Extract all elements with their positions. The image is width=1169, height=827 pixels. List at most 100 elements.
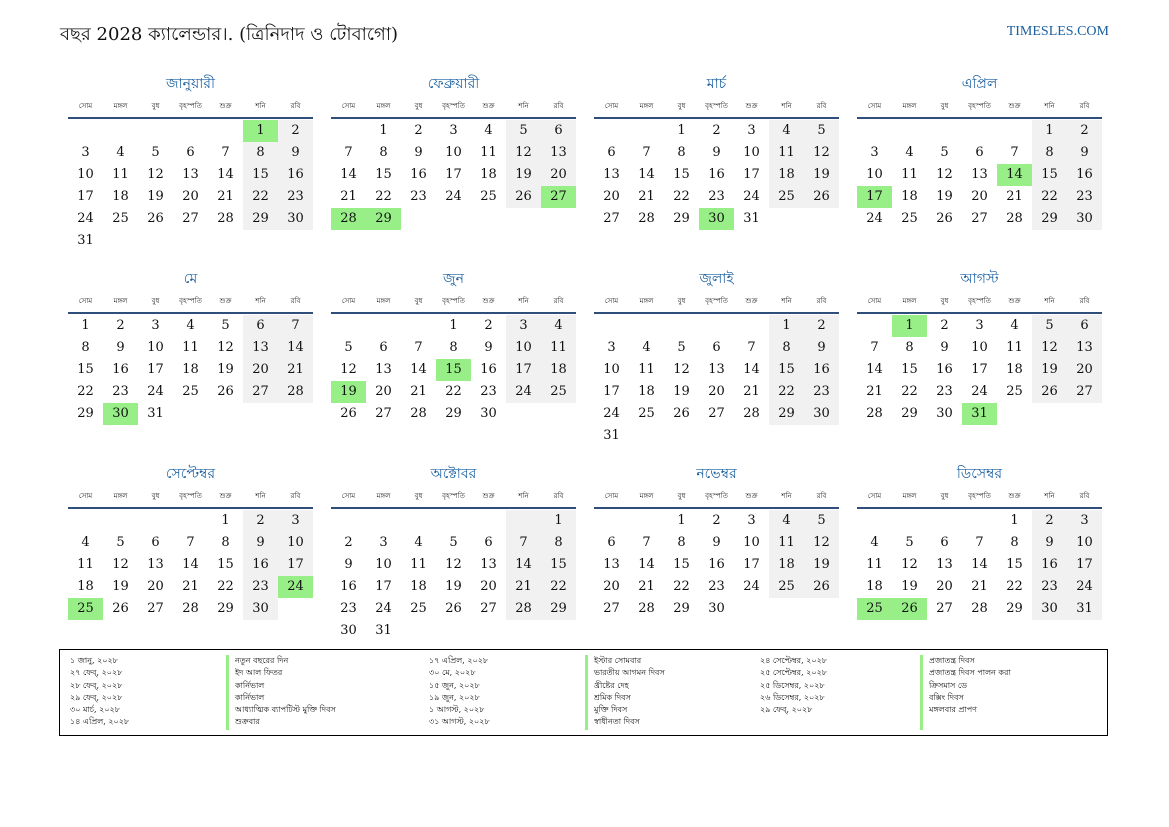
day-cell: 11 [866, 557, 883, 572]
day-cell: 20 [541, 164, 576, 186]
weekday-label: সোম [341, 297, 356, 305]
day-cell: 28 [410, 406, 427, 421]
legend-entry: ১৭ এপ্রিল, ২০২৮ [429, 656, 489, 665]
day-cell: 3 [747, 513, 756, 528]
day-cell: 25 [638, 406, 655, 421]
day-cell: 10 [278, 532, 313, 554]
day-cell: 20 [243, 359, 278, 381]
day-cell: 14 [638, 167, 655, 182]
legend-entry: ২৬ ডিসেম্বর, ২০২৮ [760, 692, 825, 702]
legend-entry: ২৭ ফেব্, ২০২৮ [70, 668, 123, 678]
weekday-label: মঙ্গল [113, 492, 128, 500]
day-cell: 18 [77, 579, 94, 594]
empty-cell [506, 510, 541, 532]
weekday-label: শুক্র [219, 297, 232, 305]
empty-cell [664, 315, 699, 337]
day-cell: 5 [804, 120, 839, 142]
weekday-label: শুক্র [1008, 102, 1021, 110]
day-cell: 11 [541, 337, 576, 359]
day-cell: 21 [506, 576, 541, 598]
day-cell: 15 [243, 164, 278, 186]
holiday-day: 30 [699, 208, 734, 230]
day-cell: 10 [147, 340, 164, 355]
weekday-label: শনি [255, 297, 266, 305]
day-cell: 24 [743, 189, 760, 204]
day-cell: 29 [541, 598, 576, 620]
day-cell: 29 [1006, 601, 1023, 616]
day-cell: 18 [1006, 362, 1023, 377]
day-cell: 23 [1067, 186, 1102, 208]
day-cell: 5 [344, 340, 353, 355]
legend-entry: ২৫ ডিসেম্বর, ২০২৮ [760, 680, 825, 690]
day-cell: 15 [673, 557, 690, 572]
day-cell: 17 [506, 359, 541, 381]
holiday-day: 30 [103, 403, 138, 425]
day-cell: 1 [769, 315, 804, 337]
day-cell: 22 [673, 189, 690, 204]
day-cell: 6 [243, 315, 278, 337]
day-cell: 1 [449, 318, 458, 333]
empty-cell [997, 120, 1032, 142]
day-cell: 26 [112, 601, 129, 616]
day-cell: 15 [375, 167, 392, 182]
weekday-label: মঙ্গল [113, 102, 128, 110]
day-cell: 29 [1032, 208, 1067, 230]
empty-cell [208, 120, 243, 142]
day-cell: 25 [901, 211, 918, 226]
day-cell: 2 [712, 123, 721, 138]
weekday-label: বৃহস্পতি [705, 297, 728, 305]
weekday-label: শুক্র [1008, 492, 1021, 500]
weekday-label: বৃহস্পতি [179, 297, 202, 305]
weekday-label: বুধ [414, 102, 423, 110]
site-link[interactable]: TIMESLES.COM [1006, 24, 1109, 39]
weekday-label: বৃহস্পতি [968, 297, 991, 305]
day-cell: 26 [804, 576, 839, 598]
day-cell: 10 [866, 167, 883, 182]
day-cell: 3 [975, 318, 984, 333]
day-cell: 28 [638, 211, 655, 226]
day-cell: 26 [340, 406, 357, 421]
legend-entry: নতুন বছরের দিন [235, 656, 289, 665]
day-cell: 16 [936, 362, 953, 377]
legend-dates-1: ১ জানু, ২০২৮ ২৭ ফেব্, ২০২৮ ২৮ ফেব্, ২০২৮ ২৯… [70, 655, 226, 730]
day-cell: 2 [804, 315, 839, 337]
header-rule [331, 507, 576, 509]
day-cell: 13 [708, 362, 725, 377]
weekday-header: সোম মঙ্গল বুধ বৃহস্পতি শুক্র শনি রবি [857, 96, 1102, 116]
day-cell: 24 [147, 384, 164, 399]
page-title: বছর 2028 ক্যালেন্ডার।. (ত্রিনিদাদ ও টোবা… [60, 24, 399, 45]
month-name: এপ্রিল [961, 76, 998, 92]
legend-entry: বক্সিং দিবস [929, 692, 964, 702]
day-grid: 1 2 3 4 5 6 7 8 9 10 11 12 13 14 15 16 17 18 19 20 21 22 23 24 2… [68, 315, 313, 425]
weekday-label: শনি [518, 102, 529, 110]
header-rule [857, 507, 1102, 509]
weekday-label: শনি [781, 492, 792, 500]
legend-entry: ক্রিসমাস ডে [929, 680, 967, 690]
day-cell: 22 [1006, 579, 1023, 594]
weekday-label: সোম [341, 102, 356, 110]
empty-cell [629, 315, 664, 337]
weekday-label: সোম [867, 297, 882, 305]
day-cell: 20 [147, 579, 164, 594]
day-cell: 28 [1006, 211, 1023, 226]
day-cell: 12 [506, 142, 541, 164]
header-rule [857, 117, 1102, 119]
day-cell: 21 [1006, 189, 1023, 204]
day-cell: 9 [712, 535, 721, 550]
day-cell: 13 [541, 142, 576, 164]
legend-entry: ১ জানু, ২০২৮ [70, 656, 118, 665]
weekday-label: শুক্র [1008, 297, 1021, 305]
day-cell: 12 [147, 167, 164, 182]
day-cell: 15 [217, 557, 234, 572]
month-calendar: জুলাই সোম মঙ্গল বুধ বৃহস্পতি শুক্র শনি রবি 1 2 3 4 5… [594, 269, 839, 446]
day-cell: 8 [905, 340, 914, 355]
weekday-label: মঙ্গল [902, 297, 917, 305]
day-cell: 12 [804, 532, 839, 554]
weekday-label: শুক্র [219, 492, 232, 500]
day-grid: 1 2 3 4 5 6 7 8 9 10 11 12 13 14 15 16 17 18 19 20 21 22 23 24 2… [594, 315, 839, 447]
day-cell: 9 [940, 340, 949, 355]
day-cell: 16 [480, 362, 497, 377]
day-cell: 12 [804, 142, 839, 164]
weekday-label: শনি [781, 102, 792, 110]
day-cell: 14 [971, 557, 988, 572]
